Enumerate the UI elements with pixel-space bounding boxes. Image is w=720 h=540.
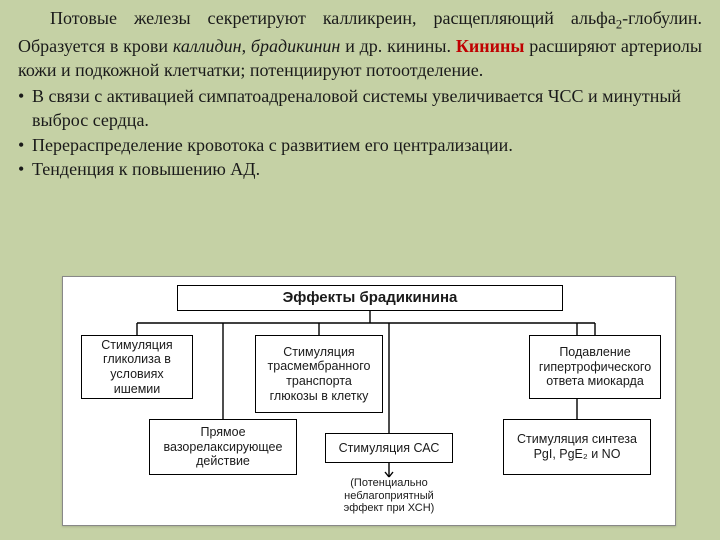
list-item: • Перераспределение кровотока с развитие… <box>18 133 702 157</box>
paragraph-1: Потовые железы секретируют калликреин, р… <box>18 6 702 82</box>
node-n5: Подавление гипертрофического ответа миок… <box>529 335 661 399</box>
diagram-panel: Эффекты брадикинина Стимуляция гликолиза … <box>62 276 676 526</box>
list-item: • Тенденция к повышению АД. <box>18 157 702 181</box>
bullet-marker: • <box>18 133 32 157</box>
bullet-text: В связи с активацией симпатоадреналовой … <box>32 84 702 133</box>
bullet-marker: • <box>18 157 32 181</box>
node-n6: Стимуляция синтеза PgI, PgE₂ и NO <box>503 419 651 475</box>
node-n4: Стимуляция САС <box>325 433 453 463</box>
body-text: Потовые железы секретируют калликреин, р… <box>0 0 720 181</box>
p1-red: Кинины <box>456 36 525 56</box>
bullet-text: Тенденция к повышению АД. <box>32 157 260 181</box>
p1-it1: каллидин <box>173 36 242 56</box>
bullet-list: • В связи с активацией симпатоадреналово… <box>18 84 702 181</box>
list-item: • В связи с активацией симпатоадреналово… <box>18 84 702 133</box>
p1-it2: брадикинин <box>251 36 340 56</box>
bullet-text: Перераспределение кровотока с развитием … <box>32 133 513 157</box>
p1-c: , <box>242 36 251 56</box>
p1-a: Потовые железы секретируют калликреин, р… <box>50 8 616 28</box>
bullet-marker: • <box>18 84 32 133</box>
p1-d: и др. кинины. <box>340 36 455 56</box>
node-n1: Стимуляция гликолиза в условиях ишемии <box>81 335 193 399</box>
node-n3: Стимуляция трасмембранного транспорта гл… <box>255 335 383 413</box>
node-note: (Потенциально неблагоприятный эффект при… <box>323 477 455 515</box>
node-title: Эффекты брадикинина <box>177 285 563 311</box>
diagram-tree: Эффекты брадикинина Стимуляция гликолиза … <box>63 277 675 525</box>
node-n2: Прямое вазорелаксирующее действие <box>149 419 297 475</box>
